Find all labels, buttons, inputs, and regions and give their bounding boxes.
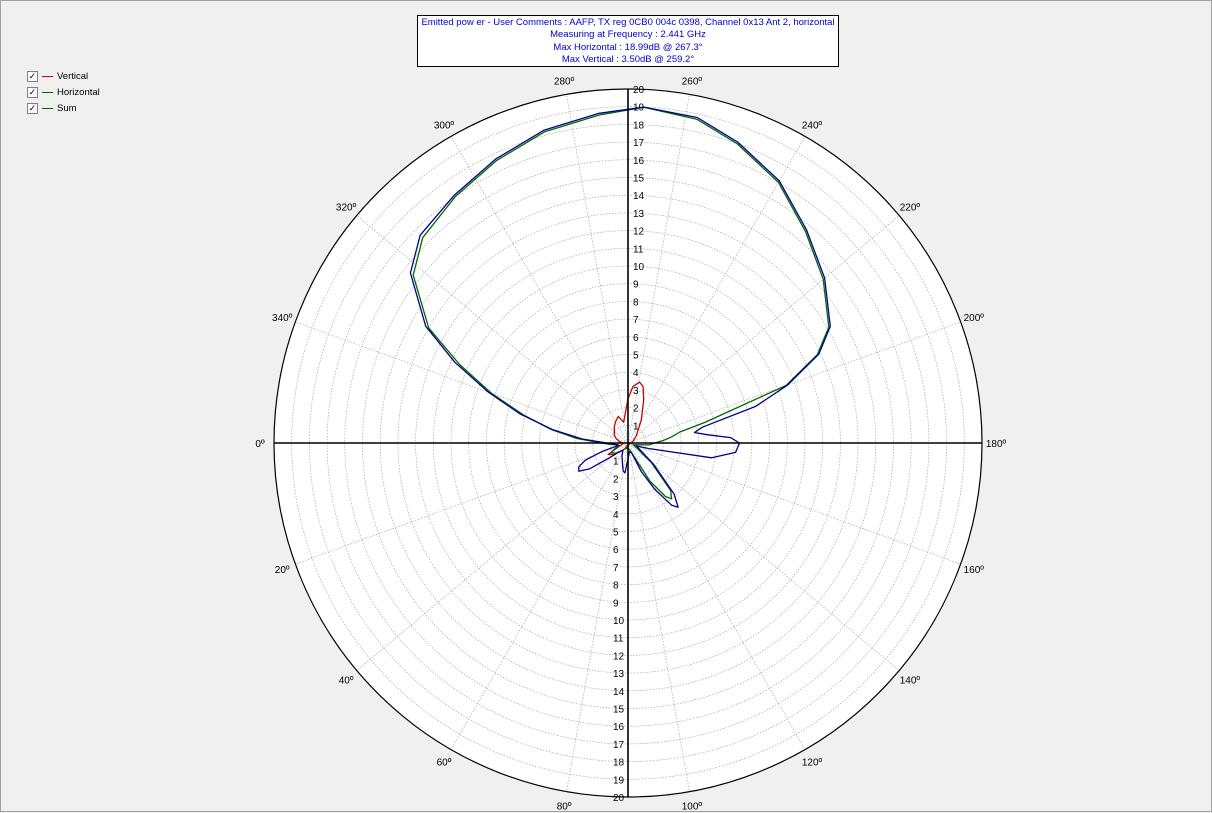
angle-label: 20º [275, 565, 290, 576]
grid-spoke [450, 136, 629, 444]
radial-tick-label: 7 [613, 563, 619, 574]
radial-tick-label: 6 [633, 333, 639, 344]
radial-tick-label: 2 [633, 404, 639, 415]
legend-item-sum[interactable]: ✓ Sum [27, 100, 100, 116]
radial-tick-label: 3 [613, 492, 619, 503]
radial-tick-label: 6 [613, 545, 619, 556]
radial-tick-label: 15 [613, 705, 625, 716]
radial-tick-label: 18 [613, 758, 625, 769]
radial-tick-label: 2 [613, 474, 619, 485]
angle-label: 0º [255, 439, 265, 450]
polar-axes [274, 89, 982, 797]
radial-tick-label: 20 [613, 793, 625, 804]
title-line-frequency: Measuring at Frequency : 2.441 GHz [550, 29, 706, 41]
radial-tick-label: 7 [633, 315, 639, 326]
legend-item-vertical[interactable]: ✓ Vertical [27, 68, 100, 84]
legend: ✓ Vertical ✓ Horizontal ✓ Sum [27, 68, 100, 116]
radial-tick-label: 20 [633, 85, 645, 96]
radial-tick-label: 5 [633, 351, 639, 362]
radial-tick-label: 4 [613, 510, 619, 521]
grid-spoke [627, 442, 690, 792]
legend-checkbox-horizontal[interactable]: ✓ [27, 86, 38, 98]
legend-swatch-sum [42, 107, 53, 109]
angle-label: 220º [900, 202, 921, 213]
legend-label-sum: Sum [57, 102, 77, 114]
radial-tick-label: 17 [633, 138, 645, 149]
radial-tick-label: 14 [633, 191, 645, 202]
angle-label: 160º [964, 565, 985, 576]
grid-spoke [627, 321, 961, 444]
legend-checkbox-sum[interactable]: ✓ [27, 102, 38, 114]
radial-tick-label: 10 [613, 616, 625, 627]
radial-tick-label: 4 [633, 368, 639, 379]
grid-spoke [356, 442, 629, 671]
grid-spoke [566, 94, 629, 444]
legend-item-horizontal[interactable]: ✓ Horizontal [27, 84, 100, 100]
grid-spoke [450, 442, 629, 750]
radial-tick-label: 17 [613, 740, 625, 751]
angle-label: 120º [802, 758, 823, 769]
radial-tick-label: 14 [613, 687, 625, 698]
radial-tick-label: 9 [613, 598, 619, 609]
radial-tick-label: 1 [613, 457, 619, 468]
angle-label: 280º [554, 77, 575, 88]
radial-tick-label: 11 [613, 634, 624, 645]
radial-tick-label: 1 [633, 421, 639, 432]
radial-tick-label: 13 [613, 669, 625, 680]
angle-label: 40º [339, 676, 354, 687]
grid-spoke [627, 136, 806, 444]
radial-tick-label: 16 [613, 722, 625, 733]
radial-tick-label: 10 [633, 262, 645, 273]
radial-tick-label: 11 [633, 244, 644, 255]
grid-spoke [356, 215, 629, 444]
angle-label: 60º [437, 758, 452, 769]
angle-label: 180º [986, 439, 1007, 450]
grid-spoke [627, 215, 900, 444]
grid-spoke [295, 321, 629, 444]
angle-label: 340º [272, 313, 293, 324]
radial-tick-label: 12 [613, 651, 625, 662]
radial-tick-label: 15 [633, 174, 645, 185]
radial-tick-label: 5 [613, 528, 619, 539]
legend-swatch-vertical [42, 75, 53, 77]
grid-spoke [627, 442, 806, 750]
radial-tick-label: 12 [633, 227, 645, 238]
angle-label: 100º [682, 801, 703, 812]
legend-label-vertical: Vertical [57, 70, 89, 82]
chart-title-box: Emitted pow er - User Comments : AAFP, T… [417, 15, 839, 67]
angle-label: 300º [434, 120, 455, 131]
series-horizontal-line [412, 106, 830, 500]
title-line-max-vertical: Max Vertical : 3.50dB @ 259.2° [561, 54, 695, 66]
radial-tick-label: 19 [633, 103, 645, 114]
title-line-max-horizontal: Max Horizontal : 18.99dB @ 267.3° [553, 41, 703, 53]
polar-labels: 1122334455667788991010111112121313141415… [255, 77, 1006, 813]
title-line-comments: Emitted pow er - User Comments : AAFP, T… [421, 17, 835, 28]
radial-tick-label: 3 [633, 386, 639, 397]
grid-spoke [627, 94, 690, 444]
radial-tick-label: 13 [633, 209, 645, 220]
radial-tick-label: 16 [633, 156, 645, 167]
legend-swatch-horizontal [42, 91, 53, 93]
radial-tick-label: 18 [633, 120, 645, 131]
polar-series [409, 106, 831, 508]
angle-label: 240º [802, 120, 823, 131]
radial-tick-label: 8 [633, 297, 639, 308]
grid-spoke [295, 442, 629, 565]
angle-label: 80º [557, 801, 572, 812]
grid-spoke [627, 442, 900, 671]
grid-spoke [627, 442, 961, 565]
radial-tick-label: 9 [633, 280, 639, 291]
angle-label: 260º [682, 77, 703, 88]
legend-checkbox-vertical[interactable]: ✓ [27, 70, 38, 82]
legend-label-horizontal: Horizontal [57, 86, 100, 98]
series-sum-line [409, 106, 831, 508]
grid-spoke [566, 442, 629, 792]
radial-tick-label: 19 [613, 775, 625, 786]
angle-label: 140º [900, 676, 921, 687]
angle-label: 320º [336, 202, 357, 213]
radial-tick-label: 8 [613, 581, 619, 592]
angle-label: 200º [964, 313, 985, 324]
